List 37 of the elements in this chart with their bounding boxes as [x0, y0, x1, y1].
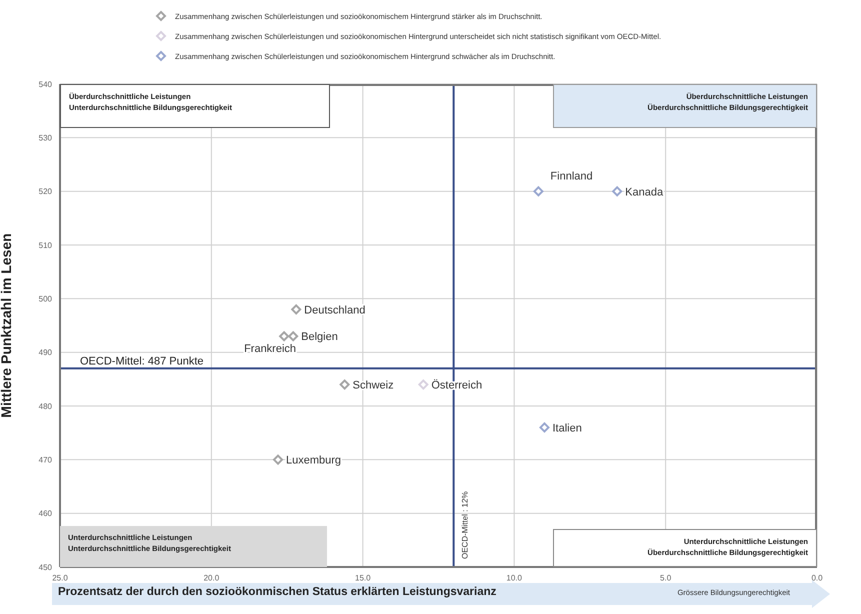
y-tick-label: 520 [38, 187, 53, 196]
y-tick-label: 470 [38, 456, 53, 465]
point [340, 380, 350, 390]
annotation: Schweiz [352, 380, 394, 392]
y-tick-label: 530 [38, 134, 53, 143]
annotation: Belgien [301, 331, 338, 344]
y-tick-label: 480 [38, 402, 53, 411]
point [418, 380, 428, 390]
y-axis-title: Mittlere Punktzahl im Lesen [0, 233, 14, 418]
x-tick-label: 0.0 [811, 574, 824, 583]
x-tick-label: 25.0 [52, 574, 68, 583]
y-tick-label: 460 [38, 509, 53, 518]
y-tick-label: 540 [38, 80, 53, 89]
annotation: Deutschland [304, 304, 366, 316]
annotation: Italien [552, 422, 582, 434]
point [279, 331, 290, 342]
annotation: Luxemburg [286, 454, 342, 467]
annotation: Finnland [550, 170, 593, 182]
x-tick-label: 5.0 [660, 574, 672, 583]
y-tick-label: 510 [38, 240, 53, 250]
point [291, 304, 302, 314]
x-tick-label: 15.0 [355, 574, 372, 583]
y-tick-label: 500 [38, 294, 53, 304]
point [288, 331, 298, 342]
point [539, 422, 550, 432]
y-tick-label: 490 [38, 348, 53, 358]
ref-line-label: OECD-Mittel: 487 Punkte [80, 355, 204, 368]
y-tick-label: 450 [38, 562, 53, 572]
x-tick-label: 10.0 [506, 574, 523, 583]
point [533, 186, 544, 196]
annotation: Frankreich [244, 343, 296, 356]
ref-line-label: OECD-Mittel : 12% [460, 491, 470, 559]
x-tick-label: 20.0 [204, 574, 220, 583]
x-axis-title: Prozentsatz der durch den sozioökonmischen Status erklärten Leistungsvarianz [58, 586, 496, 598]
annotation: Kanada [625, 186, 664, 198]
point [273, 454, 284, 465]
point [612, 186, 622, 196]
